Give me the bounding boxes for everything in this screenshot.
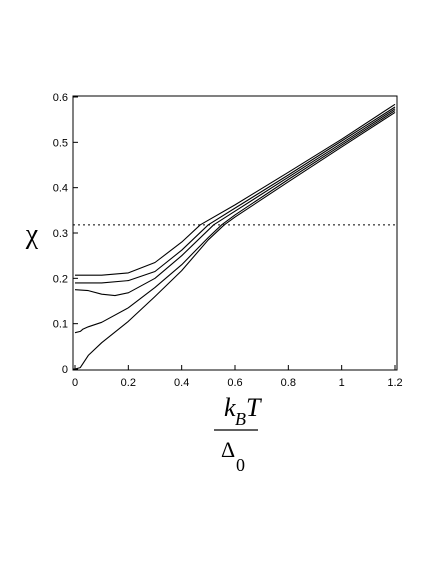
x-label-sub-b: B <box>235 409 246 429</box>
curve-4 <box>74 110 396 334</box>
x-tick-label: 0.6 <box>227 377 242 389</box>
x-tick-label: 1 <box>339 377 345 389</box>
x-tick-label: 1.2 <box>387 377 402 389</box>
y-tick-label: 0.6 <box>53 92 68 104</box>
y-axis-label: χ <box>25 219 39 250</box>
x-tick-label: 0 <box>72 377 78 389</box>
curve-1 <box>75 103 396 276</box>
curve-3 <box>74 108 396 297</box>
curve-5 <box>74 111 396 370</box>
curves <box>74 103 396 370</box>
x-label-delta: Δ <box>221 437 235 462</box>
curve-2 <box>75 106 396 284</box>
x-tick-label: 0.2 <box>121 377 136 389</box>
x-tick-label: 0.8 <box>281 377 296 389</box>
x-label-t: T <box>246 393 262 422</box>
axis-ticks: 0 0.2 0.4 0.6 0.8 1 1.2 0 0.1 0.2 0.3 0.4 0.5 0.6 <box>53 92 403 389</box>
y-tick-label: 0.4 <box>53 183 68 195</box>
x-label-sub-0: 0 <box>236 455 245 475</box>
x-label-k: k <box>224 393 236 422</box>
y-tick-label: 0.1 <box>53 319 68 331</box>
x-axis-label: k B T Δ 0 <box>214 393 262 475</box>
y-tick-label: 0.5 <box>53 137 68 149</box>
y-tick-label: 0 <box>62 364 68 376</box>
y-tick-label: 0.2 <box>53 273 68 285</box>
y-tick-label: 0.3 <box>53 228 68 240</box>
x-tick-label: 0.4 <box>174 377 189 389</box>
